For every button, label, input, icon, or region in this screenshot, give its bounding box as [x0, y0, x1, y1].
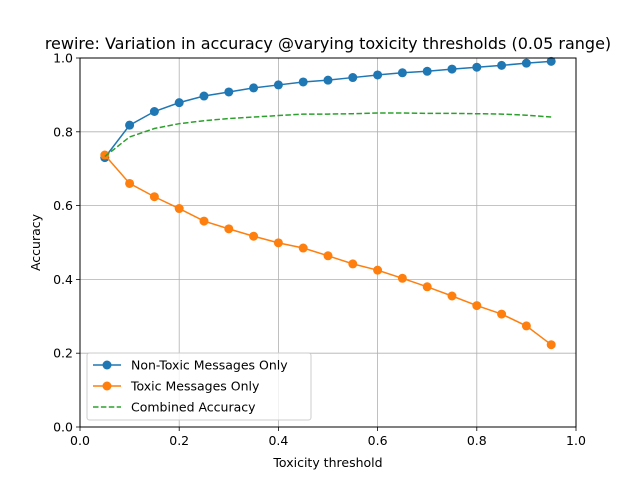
y-tick-label: 0.4 — [53, 272, 73, 287]
data-point-toxic-messages-only — [348, 259, 358, 269]
data-point-non-toxic-messages-only — [521, 58, 531, 68]
data-point-non-toxic-messages-only — [125, 120, 135, 130]
data-point-non-toxic-messages-only — [422, 66, 432, 76]
data-point-toxic-messages-only — [497, 309, 507, 319]
data-point-non-toxic-messages-only — [397, 68, 407, 78]
data-point-non-toxic-messages-only — [273, 80, 283, 90]
y-tick-label: 0.0 — [53, 420, 73, 435]
data-point-non-toxic-messages-only — [497, 60, 507, 70]
series-group — [100, 56, 556, 350]
data-point-non-toxic-messages-only — [249, 83, 259, 93]
data-point-toxic-messages-only — [397, 273, 407, 283]
data-point-toxic-messages-only — [472, 301, 482, 311]
legend: Non-Toxic Messages Only Toxic Messages On… — [86, 352, 312, 421]
series-line-toxic-messages-only — [104, 154, 552, 346]
x-tick-label: 0.2 — [169, 433, 189, 448]
data-point-toxic-messages-only — [298, 243, 308, 253]
data-point-toxic-messages-only — [125, 178, 135, 188]
data-point-toxic-messages-only — [546, 340, 556, 350]
data-point-non-toxic-messages-only — [149, 107, 159, 117]
y-tick-label: 0.2 — [53, 346, 73, 361]
data-point-toxic-messages-only — [149, 192, 159, 202]
y-tick-label: 0.8 — [53, 124, 73, 139]
x-ticks: 0.0 0.2 0.4 0.6 0.8 1.0 — [70, 427, 586, 448]
data-point-non-toxic-messages-only — [199, 91, 209, 101]
data-point-toxic-messages-only — [323, 251, 333, 261]
data-point-toxic-messages-only — [521, 321, 531, 331]
x-tick-label: 0.8 — [467, 433, 487, 448]
data-point-non-toxic-messages-only — [174, 98, 184, 108]
data-point-toxic-messages-only — [224, 224, 234, 234]
chart-title: rewire: Variation in accuracy @varying t… — [45, 34, 611, 53]
data-point-non-toxic-messages-only — [546, 56, 556, 66]
data-point-toxic-messages-only — [273, 238, 283, 248]
data-point-non-toxic-messages-only — [373, 70, 383, 80]
data-point-non-toxic-messages-only — [447, 64, 457, 74]
x-tick-label: 0.0 — [70, 433, 90, 448]
y-tick-label: 0.6 — [53, 198, 73, 213]
y-axis-label: Accuracy — [28, 213, 43, 271]
y-tick-label: 1.0 — [53, 51, 73, 66]
series-line-combined-accuracy — [104, 112, 552, 158]
data-point-toxic-messages-only — [174, 204, 184, 214]
data-point-non-toxic-messages-only — [348, 73, 358, 83]
plot-frame — [79, 57, 577, 428]
data-point-non-toxic-messages-only — [323, 75, 333, 85]
data-point-non-toxic-messages-only — [298, 77, 308, 87]
legend-label-combined-accuracy: Combined Accuracy — [131, 400, 256, 415]
legend-marker-toxic-messages-only — [102, 381, 112, 391]
data-point-toxic-messages-only — [422, 282, 432, 292]
legend-box — [86, 352, 312, 421]
data-point-toxic-messages-only — [100, 150, 110, 160]
data-point-non-toxic-messages-only — [472, 62, 482, 72]
y-ticks: 0.0 0.2 0.4 0.6 0.8 1.0 — [53, 51, 80, 435]
data-point-toxic-messages-only — [447, 291, 457, 301]
x-axis-label: Toxicity threshold — [272, 455, 382, 470]
legend-label-toxic-messages-only: Toxic Messages Only — [130, 379, 260, 394]
x-tick-label: 1.0 — [566, 433, 586, 448]
data-point-non-toxic-messages-only — [224, 87, 234, 97]
legend-label-non-toxic-messages-only: Non-Toxic Messages Only — [131, 358, 288, 373]
data-point-toxic-messages-only — [373, 265, 383, 275]
x-tick-label: 0.6 — [368, 433, 388, 448]
legend-marker-non-toxic-messages-only — [102, 360, 112, 370]
data-point-toxic-messages-only — [199, 216, 209, 226]
x-tick-label: 0.4 — [268, 433, 288, 448]
data-point-toxic-messages-only — [249, 231, 259, 241]
